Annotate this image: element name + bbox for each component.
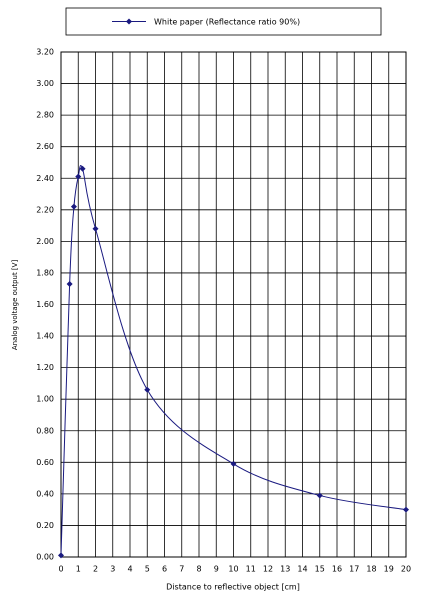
data-point — [144, 386, 151, 393]
x-axis-label: Distance to reflective object [cm] — [166, 583, 300, 592]
x-tick-label: 20 — [401, 565, 411, 574]
x-tick-label: 15 — [315, 565, 325, 574]
x-tick-label: 6 — [162, 565, 167, 574]
x-tick-label: 17 — [349, 565, 359, 574]
x-tick-label: 4 — [127, 565, 132, 574]
y-tick-label: 2.00 — [36, 237, 54, 246]
x-tick-label: 16 — [332, 565, 342, 574]
x-tick-label: 2 — [93, 565, 98, 574]
legend-marker — [126, 18, 132, 25]
data-point — [79, 165, 86, 172]
x-tick-label: 5 — [145, 565, 150, 574]
x-tick-label: 14 — [297, 565, 307, 574]
y-tick-label: 0.00 — [36, 553, 54, 562]
x-tick-label: 13 — [280, 565, 290, 574]
y-tick-label: 1.80 — [36, 268, 54, 277]
y-tick-label: 1.40 — [36, 332, 54, 341]
x-tick-label: 3 — [110, 565, 115, 574]
x-tick-label: 1 — [76, 565, 81, 574]
plot-border — [60, 51, 407, 558]
legend-label: White paper (Reflectance ratio 90%) — [154, 18, 300, 27]
x-tick-label: 8 — [196, 565, 201, 574]
y-tick-label: 2.60 — [36, 142, 54, 151]
x-tick-label: 10 — [228, 565, 238, 574]
data-point — [316, 492, 323, 499]
data-point — [66, 280, 73, 287]
y-axis-label: Analog voltage output [V] — [11, 260, 19, 351]
x-tick-label: 9 — [214, 565, 219, 574]
y-tick-label: 2.20 — [36, 205, 54, 214]
x-tick-label: 12 — [263, 565, 273, 574]
x-tick-label: 7 — [179, 565, 184, 574]
y-tick-label: 0.20 — [36, 521, 54, 530]
data-point — [230, 460, 237, 467]
y-tick-label: 1.00 — [36, 395, 54, 404]
y-tick-label: 0.40 — [36, 489, 54, 498]
data-point — [58, 552, 64, 559]
data-point — [75, 173, 82, 180]
y-tick-label: 0.60 — [36, 458, 54, 467]
y-tick-label: 1.20 — [36, 363, 54, 372]
y-tick-label: 2.80 — [36, 111, 54, 120]
data-point — [70, 203, 77, 210]
data-point — [403, 506, 409, 513]
x-tick-label: 18 — [366, 565, 376, 574]
y-tick-label: 1.60 — [36, 300, 54, 309]
y-tick-label: 3.00 — [36, 79, 54, 88]
data-point — [92, 225, 99, 232]
y-tick-label: 3.20 — [36, 48, 54, 57]
x-tick-label: 19 — [384, 565, 394, 574]
x-tick-label: 0 — [58, 565, 63, 574]
y-tick-label: 2.40 — [36, 174, 54, 183]
y-tick-label: 0.80 — [36, 426, 54, 435]
x-tick-label: 11 — [246, 565, 256, 574]
